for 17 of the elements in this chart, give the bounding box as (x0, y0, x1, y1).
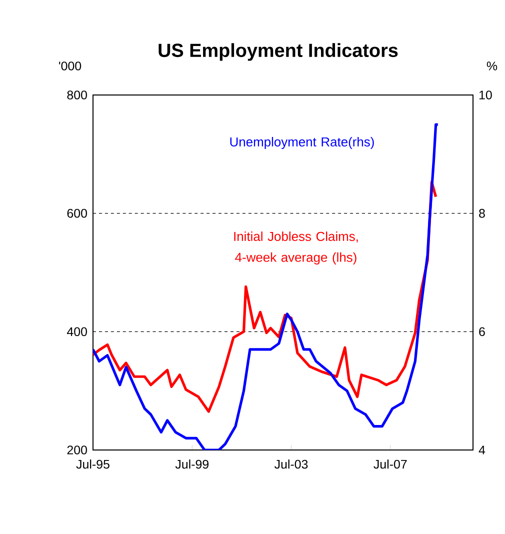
x-tick-label: Jul-95 (76, 460, 110, 469)
y2-tick-label: 6 (479, 327, 485, 336)
y-tick-label: 400 (66, 327, 87, 336)
y-tick-label: 200 (67, 446, 87, 454)
chart-title: US Employment Indicators (158, 43, 398, 61)
y2-tick-label: 10 (479, 90, 492, 100)
y2-tick-label: 4 (478, 446, 486, 454)
y2-axis-title: % (486, 62, 498, 70)
x-tick-label: Jul-03 (274, 460, 308, 469)
y2-tick-label: 8 (479, 208, 485, 218)
y-axis-title: '000 (59, 62, 82, 70)
x-tick-label: Jul-07 (374, 460, 407, 469)
series-label: Initial Jobless Claims, 4-week average (lhs) (234, 231, 358, 264)
x-tick-label: Jul-99 (175, 460, 208, 469)
text: Unemployment Rate(rhs) (230, 136, 374, 150)
y-tick-label: 800 (67, 90, 87, 100)
y-tick-label: 600 (67, 208, 87, 218)
